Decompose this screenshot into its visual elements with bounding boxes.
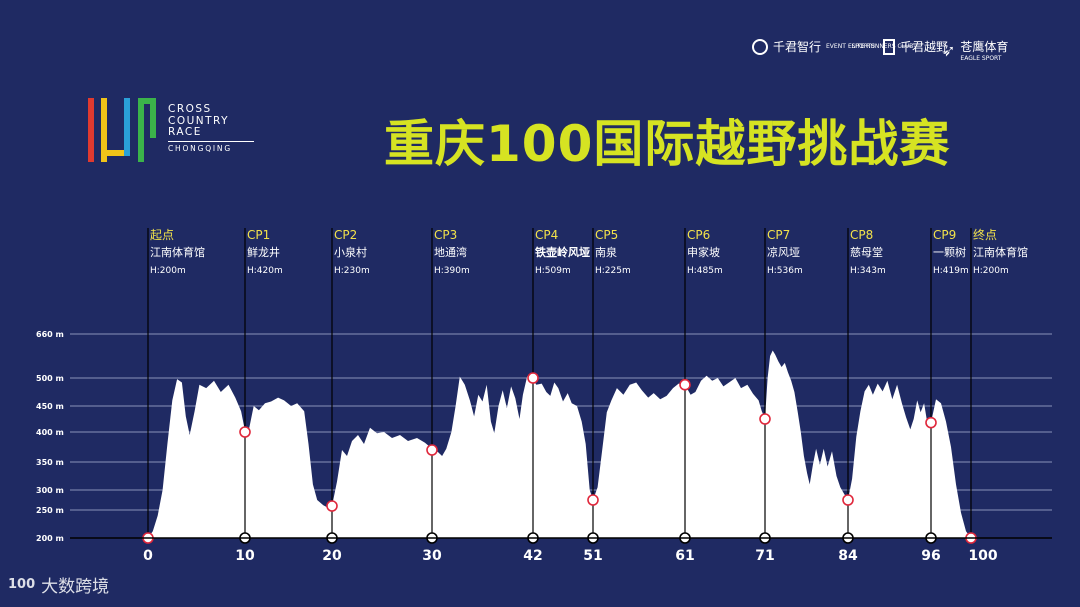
elite-runners-icon: [883, 38, 895, 55]
checkpoint-name: 地通湾: [434, 245, 467, 259]
checkpoint-name: 江南体育馆: [973, 245, 1028, 259]
checkpoint-code: CP5: [595, 228, 618, 242]
checkpoint-elevation-marker: [239, 426, 251, 438]
km-label: 0: [143, 548, 153, 564]
sponsor-eagle: ➶ 苍鹰体育 EAGLE SPORT: [942, 38, 1008, 62]
sponsor-name: 苍鹰体育: [960, 40, 1009, 54]
checkpoint-code: CP3: [434, 228, 457, 242]
checkpoint-code: CP2: [334, 228, 357, 242]
checkpoint-elevation-marker: [326, 500, 338, 512]
checkpoint-elevation-marker: [587, 494, 599, 506]
km-label: 10: [235, 548, 255, 564]
y-tick-label: 250 m: [36, 506, 64, 515]
checkpoint-elevation-marker: [426, 444, 438, 456]
logo-bar-red: [88, 98, 94, 162]
checkpoint-lines: [147, 228, 972, 538]
checkpoint-name: 慈母堂: [850, 245, 883, 259]
logo-line-3: RACE: [168, 126, 202, 138]
checkpoint-elevation-marker: [527, 372, 539, 384]
km-label: 51: [583, 548, 602, 564]
checkpoint-code: 起点: [150, 228, 174, 242]
checkpoint-code: CP4: [535, 228, 558, 242]
km-label: 84: [838, 548, 858, 564]
logo-line-1: CROSS: [168, 103, 212, 115]
km-label: 100: [968, 548, 997, 564]
checkpoint-name: 南泉: [595, 245, 617, 259]
sponsor-small: EAGLE SPORT: [960, 55, 1002, 62]
km-label: 96: [921, 548, 940, 564]
eagle-icon: ➶: [942, 40, 956, 60]
checkpoint-markers: [142, 372, 977, 544]
qianjun-circle-icon: [752, 38, 768, 55]
checkpoint-elevation-marker: [925, 416, 937, 429]
y-axis-ticks: 200 m 250 m 300 m 350 m 400 m 450 m 500 m 660 m: [36, 330, 64, 543]
y-tick-label: 660 m: [36, 330, 64, 339]
checkpoint-height: H:343m: [850, 266, 886, 276]
checkpoint-code: CP7: [767, 228, 790, 242]
sponsor-elite: ELITE RUNNERS CLUB 千君越野: [848, 38, 948, 55]
checkpoint-code: 终点: [973, 227, 997, 242]
watermark: 100 大数跨境: [8, 572, 109, 597]
y-tick-label: 300 m: [36, 486, 64, 495]
checkpoint-name: 小泉村: [334, 245, 367, 259]
checkpoint-code: CP8: [850, 228, 873, 242]
y-tick-label: 200 m: [36, 534, 64, 543]
checkpoint-height: H:485m: [687, 266, 723, 276]
checkpoint-name: 江南体育馆: [150, 245, 205, 259]
y-tick-label: 350 m: [36, 458, 64, 467]
sponsor-name: 千君智行: [773, 40, 822, 54]
checkpoint-height: H:419m: [933, 266, 969, 276]
checkpoint-code: CP9: [933, 228, 956, 242]
logo-wordmark: CROSS COUNTRY RACE CHONGQING: [168, 103, 254, 155]
sponsor-text: 苍鹰体育 EAGLE SPORT: [960, 38, 1008, 62]
checkpoint-height: H:230m: [334, 266, 370, 276]
checkpoint-height: H:200m: [150, 266, 186, 276]
km-label: 42: [523, 548, 542, 564]
km-label: 61: [675, 548, 694, 564]
km-label: 71: [755, 548, 774, 564]
checkpoint-code: CP6: [687, 228, 710, 242]
checkpoint-height: H:420m: [247, 266, 283, 276]
sponsor-qianjun: 千君智行 EVENT · SPORTS: [752, 38, 875, 55]
checkpoint-code: CP1: [247, 228, 270, 242]
checkpoint-elevation-marker: [679, 378, 691, 391]
logo-bar-green-top: [138, 98, 156, 104]
logo-mark-icon: [88, 98, 156, 162]
checkpoint-name: 鲜龙井: [247, 245, 280, 259]
logo-line-2: COUNTRY: [168, 114, 230, 127]
sponsor-small: EVENT · SPORTS: [826, 43, 875, 50]
logo: [86, 96, 246, 166]
checkpoint-height: H:509m: [535, 266, 571, 276]
watermark-mark-icon: 100: [8, 577, 36, 592]
y-tick-label: 400 m: [36, 428, 64, 437]
watermark-text: 大数跨境: [41, 577, 110, 597]
km-label: 20: [322, 548, 342, 564]
checkpoint-name: 铁壶岭风垭: [535, 245, 590, 259]
checkpoint-elevation-marker: [759, 413, 771, 425]
checkpoint-name: 凉风垭: [767, 245, 800, 259]
logo-bar-green: [138, 98, 144, 162]
page-title: 重庆100国际越野挑战赛: [384, 115, 951, 173]
checkpoint-height: H:390m: [434, 266, 470, 276]
logo-subtitle: CHONGQING: [168, 140, 254, 155]
sponsor-name: 千君越野: [900, 40, 949, 54]
checkpoint-name: 一颗树: [933, 245, 966, 259]
checkpoint-name: 申家坡: [687, 245, 720, 259]
logo-bar-yellow: [101, 98, 107, 162]
x-axis-km-labels: 0 10 20 30 42 51 61 71 84 96 100: [143, 548, 998, 564]
logo-bar-yellow-base: [101, 150, 129, 156]
checkpoint-height: H:536m: [767, 266, 803, 276]
logo-bar-green-side: [150, 98, 156, 138]
km-label: 30: [422, 548, 442, 564]
logo-bar-blue: [124, 98, 130, 156]
y-tick-label: 500 m: [36, 374, 64, 383]
y-tick-label: 450 m: [36, 402, 64, 411]
checkpoint-height: H:225m: [595, 266, 631, 276]
checkpoint-height: H:200m: [973, 266, 1009, 276]
checkpoint-elevation-marker: [842, 494, 854, 506]
